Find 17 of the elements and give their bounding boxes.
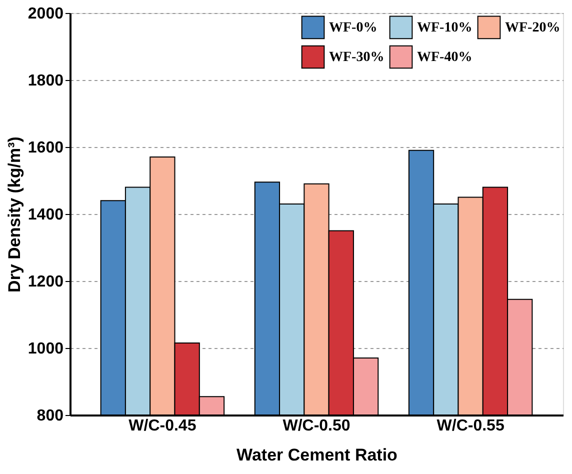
x-axis-title: Water Cement Ratio xyxy=(236,446,398,464)
legend-label: WF-30% xyxy=(329,50,384,65)
x-tick-label: W/C-0.45 xyxy=(128,418,196,434)
x-tick-label: W/C-0.50 xyxy=(282,418,350,434)
y-tick-label: 1200 xyxy=(28,274,64,290)
y-tick-label: 1000 xyxy=(28,340,64,358)
y-tick-label: 1800 xyxy=(28,72,64,90)
y-tick-label: 800 xyxy=(36,408,64,424)
x-tick-label: W/C-0.55 xyxy=(436,418,504,434)
y-tick-label: 2000 xyxy=(28,6,64,22)
y-axis-title: Dry Density (kg/m³) xyxy=(4,136,24,292)
legend-label: WF-0% xyxy=(329,20,378,36)
y-tick-label: 1600 xyxy=(28,140,64,156)
legend-label: WF-40% xyxy=(417,50,472,65)
legend-label: WF-20% xyxy=(505,20,560,36)
legend-label: WF-10% xyxy=(417,20,472,36)
y-tick-label: 1400 xyxy=(28,206,64,224)
